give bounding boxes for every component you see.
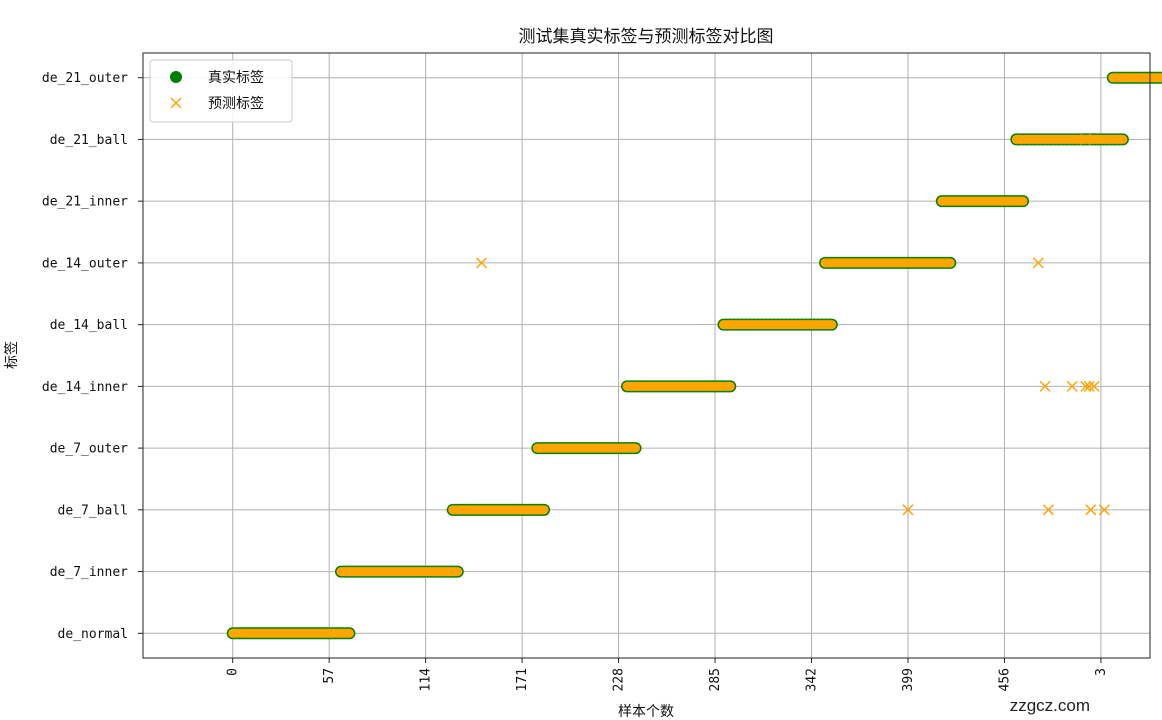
y-tick-label: de_21_ball (50, 133, 128, 148)
x-tick-label: 114 (419, 668, 434, 692)
mispredicted-point (1085, 504, 1097, 516)
y-tick-label: de_14_ball (50, 318, 128, 333)
watermark: zzgcz.com (1009, 696, 1090, 715)
legend-pred-label: 预测标签 (208, 95, 264, 112)
x-tick-label: 57 (322, 668, 337, 684)
y-tick-label: de_7_inner (50, 565, 128, 580)
x-tick-label: 456 (997, 668, 1012, 691)
true-label-segment-de_14_inner (621, 380, 737, 393)
mispredicted-point (1080, 380, 1092, 392)
y-tick-label: de_21_inner (42, 195, 128, 210)
true-label-segment-de_14_ball (717, 318, 838, 331)
mispredicted-point (1042, 504, 1054, 516)
y-tick-label: de_7_ball (58, 503, 128, 518)
x-tick-label: 3 (1094, 668, 1109, 676)
mispredicted-point (1039, 380, 1051, 392)
true-label-segment-de_7_inner (335, 565, 464, 578)
x-tick-label: 228 (612, 668, 627, 691)
legend-true-label: 真实标签 (208, 69, 264, 86)
mispredicted-point (1032, 257, 1044, 269)
x-tick-labels: 057114171228285342399456370 (226, 658, 1109, 692)
y-axis-label: 标签 (3, 341, 20, 369)
y-tick-label: de_14_outer (42, 256, 128, 271)
mispredicted-point (475, 257, 488, 269)
true-label-segment-de_14_outer (819, 256, 957, 269)
plot-frame (142, 52, 1151, 659)
y-tick-label: de_21_outer (42, 71, 128, 86)
mispredicted-point (1066, 380, 1078, 392)
mispredicted-point (1088, 380, 1100, 392)
legend: 真实标签 预测标签 (149, 59, 293, 123)
true-label-series (226, 71, 1162, 640)
chart-title: 测试集真实标签与预测标签对比图 (519, 27, 774, 47)
true-label-segment-de_7_outer (531, 442, 642, 455)
mispredicted-point (902, 504, 914, 516)
true-label-segment-de_21_outer (1106, 71, 1162, 84)
x-tick-label: 342 (805, 668, 820, 691)
grid-lines (143, 53, 1150, 658)
x-axis-label: 样本个数 (618, 704, 674, 720)
true-label-segment-de_7_ball (446, 503, 551, 516)
x-tick-label: 399 (901, 668, 916, 691)
mispredicted-point (1083, 380, 1095, 392)
true-label-segment-de_21_ball (1010, 133, 1129, 146)
legend-pred-marker (170, 97, 182, 109)
mispredicted-point (1080, 133, 1092, 145)
y-tick-label: de_7_outer (50, 442, 128, 457)
mispredicted-point (1098, 504, 1110, 516)
true-label-segment-de_21_inner (935, 195, 1030, 208)
legend-true-marker (170, 71, 182, 83)
x-tick-label: 285 (708, 668, 723, 691)
x-tick-label: 171 (515, 668, 530, 691)
predicted-label-series (475, 133, 1110, 516)
x-tick-label: 0 (226, 668, 241, 676)
y-tick-labels: de_normal de_7_inner de_7_ball de_7_outer de… (42, 71, 143, 642)
y-tick-label: de_normal (58, 627, 128, 642)
y-tick-label: de_14_inner (42, 380, 128, 395)
true-label-segment-de_normal (226, 627, 356, 640)
legend-box (149, 59, 293, 123)
